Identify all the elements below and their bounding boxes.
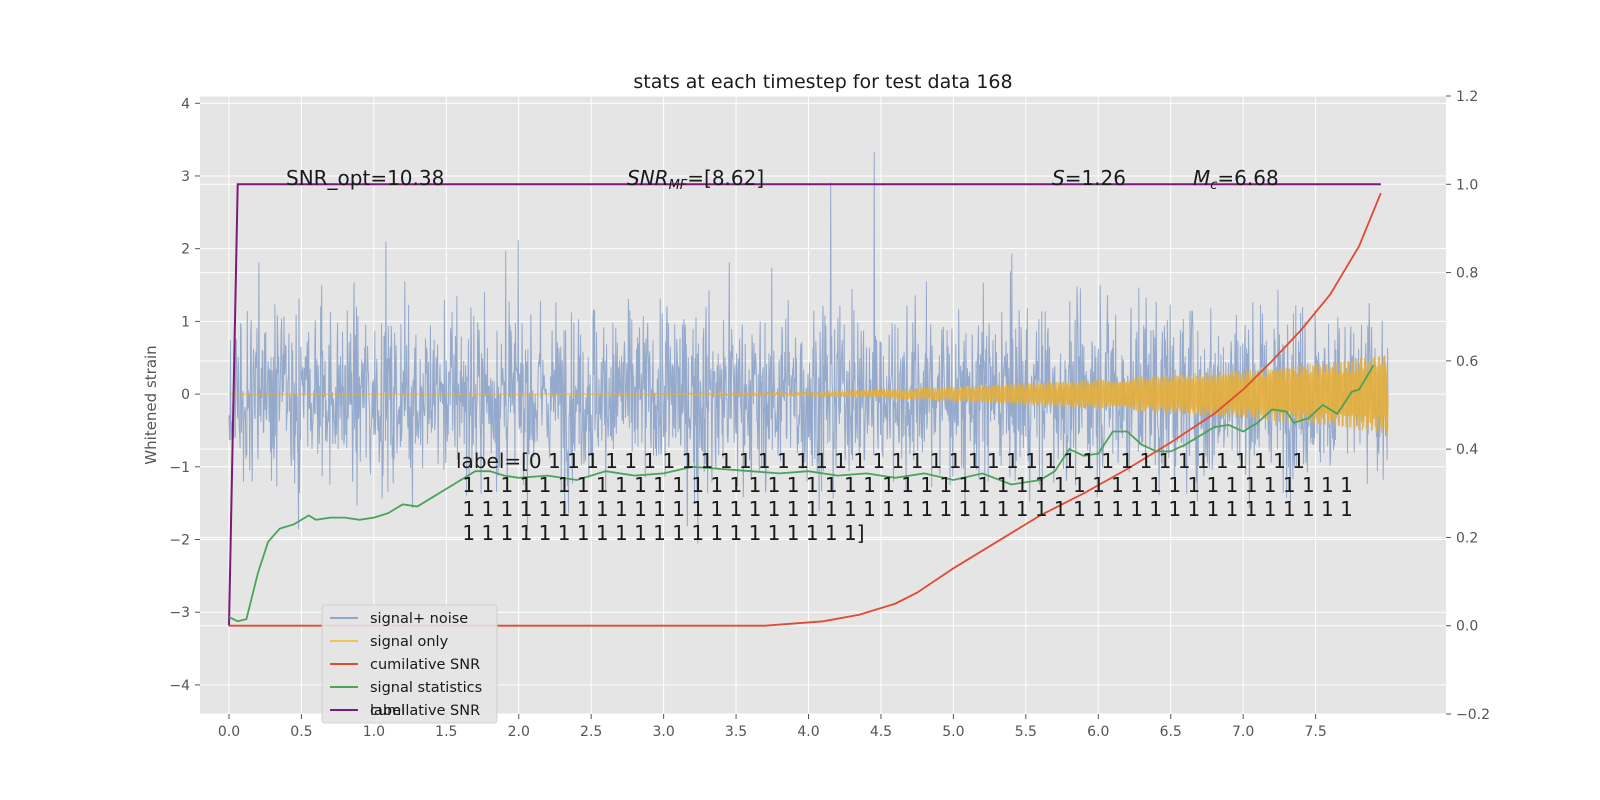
y2-tick-label-1: 1.0 <box>1456 177 1478 193</box>
x-tick-label-5: 2.5 <box>580 724 602 740</box>
signal-only-line <box>229 355 1389 434</box>
annotation-label-line-1: label=[0 1 1 1 1 1 1 1 1 1 1 1 1 1 1 1 1… <box>456 449 1305 473</box>
x-tick-label-9: 4.5 <box>870 724 892 740</box>
annotation-label: label=[0 1 1 1 1 1 1 1 1 1 1 1 1 1 1 1 1… <box>456 449 1353 545</box>
annotation-mc: Mc=6.68 <box>1193 166 1279 193</box>
x-tick-label-7: 3.5 <box>725 724 747 740</box>
y-tick-label-0: 4 <box>181 96 190 112</box>
x-tick-label-14: 7.0 <box>1232 724 1254 740</box>
x-tick-label-11: 5.5 <box>1015 724 1037 740</box>
y2-tick-label-3: 0.6 <box>1456 354 1478 370</box>
legend-ghost-text: cumilative SNR <box>370 703 480 719</box>
x-tick-label-10: 5.0 <box>942 724 964 740</box>
y2-tick-label-2: 0.8 <box>1456 266 1478 282</box>
x-tick-label-12: 6.0 <box>1087 724 1109 740</box>
y-tick-label-5: −1 <box>169 460 190 476</box>
y-tick-label-6: −2 <box>169 533 190 549</box>
legend-label-label: label <box>370 703 405 719</box>
y-tick-label-1: 3 <box>181 169 190 185</box>
x-tick-label-3: 1.5 <box>435 724 457 740</box>
signal-noise-line <box>228 152 1389 544</box>
legend-label-cumulative-snr: cumilative SNR <box>370 657 480 673</box>
annotation-snr-mf: SNRMF=[8.62] <box>627 166 764 193</box>
legend-label-signal-only: signal only <box>370 634 449 650</box>
y2-tick-label-5: 0.2 <box>1456 530 1478 546</box>
legend-label-signal-noise: signal+ noise <box>370 611 468 627</box>
y2-tick-label-4: 0.4 <box>1456 442 1478 458</box>
x-tick-label-0: 0.0 <box>218 724 240 740</box>
x-tick-label-8: 4.0 <box>797 724 819 740</box>
line-series <box>228 183 1382 627</box>
x-tick-label-15: 7.5 <box>1304 724 1326 740</box>
y-tick-label-8: −4 <box>169 678 190 694</box>
y2-tick-label-6: 0.0 <box>1456 619 1478 635</box>
x-tick-label-4: 2.0 <box>508 724 530 740</box>
x-tick-label-2: 1.0 <box>363 724 385 740</box>
signal-only-series <box>229 355 1389 434</box>
annotation-label-line-3: 1 1 1 1 1 1 1 1 1 1 1 1 1 1 1 1 1 1 1 1 … <box>456 497 1353 521</box>
signal-noise-series <box>228 152 1389 544</box>
legend-label-signal-statistics: signal statistics <box>370 680 482 696</box>
y-tick-label-4: 0 <box>181 387 190 403</box>
signal-statistics-line <box>228 364 1375 623</box>
legend-box <box>321 604 498 724</box>
y-tick-label-7: −3 <box>169 605 190 621</box>
x-tick-label-1: 0.5 <box>290 724 312 740</box>
legend: cumilative SNR signal+ noise signal only… <box>321 604 498 724</box>
label-line <box>228 183 1381 626</box>
y-tick-label-2: 2 <box>181 242 190 258</box>
y-tick-label-3: 1 <box>181 314 190 330</box>
annotation-label-line-2: 1 1 1 1 1 1 1 1 1 1 1 1 1 1 1 1 1 1 1 1 … <box>456 473 1353 497</box>
annotation-snr-opt: SNR_opt=10.38 <box>286 166 444 190</box>
annotation-s: S=1.26 <box>1052 166 1126 190</box>
y-axis-label: Whitened strain <box>142 345 160 464</box>
y2-tick-label-0: 1.2 <box>1456 89 1478 105</box>
cumulative-snr-line <box>229 192 1382 627</box>
x-tick-label-6: 3.0 <box>652 724 674 740</box>
x-tick-label-13: 6.5 <box>1160 724 1182 740</box>
annotation-label-line-4: 1 1 1 1 1 1 1 1 1 1 1 1 1 1 1 1 1 1 1 1 … <box>456 521 865 545</box>
chart-title: stats at each timestep for test data 168 <box>633 71 1012 93</box>
y2-tick-label-7: −0.2 <box>1456 707 1490 723</box>
ticks: 0.0 0.5 1.0 1.5 2.0 2.5 3.0 3.5 4.0 4.5 5.0 5.5 6.0 6… <box>169 89 1490 740</box>
